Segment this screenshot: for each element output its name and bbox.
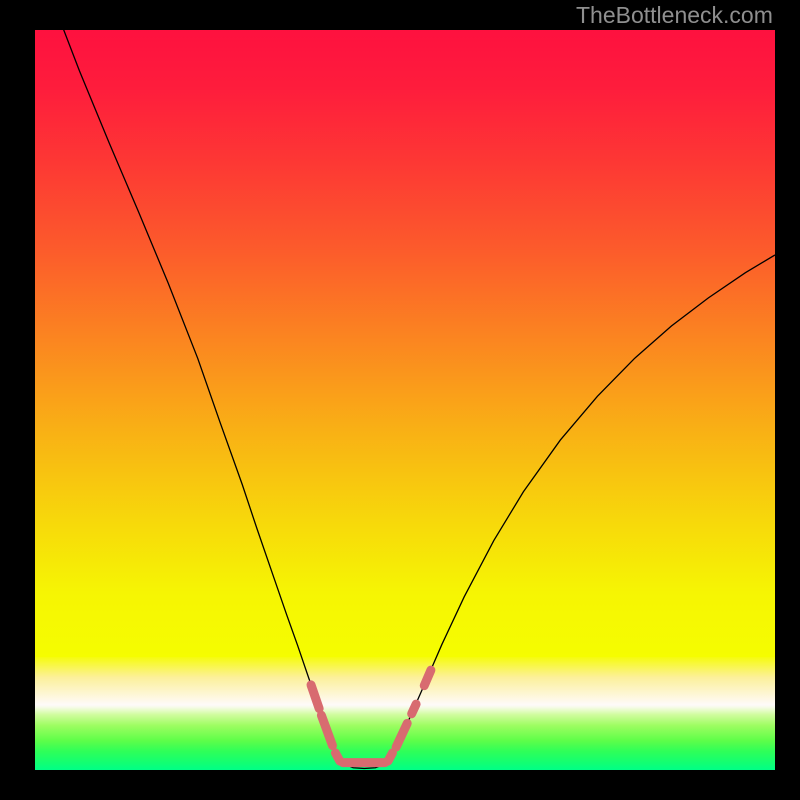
marker-segment (335, 753, 339, 761)
marker-segment (311, 685, 319, 709)
marker-segment (321, 715, 332, 745)
marker-segment (412, 704, 416, 714)
bottleneck-curve (61, 23, 775, 769)
marker-segment (388, 753, 392, 761)
marker-segment (396, 723, 407, 747)
curve-overlay (0, 0, 800, 800)
marker-segment (424, 670, 431, 686)
attribution-watermark: TheBottleneck.com (576, 2, 773, 29)
